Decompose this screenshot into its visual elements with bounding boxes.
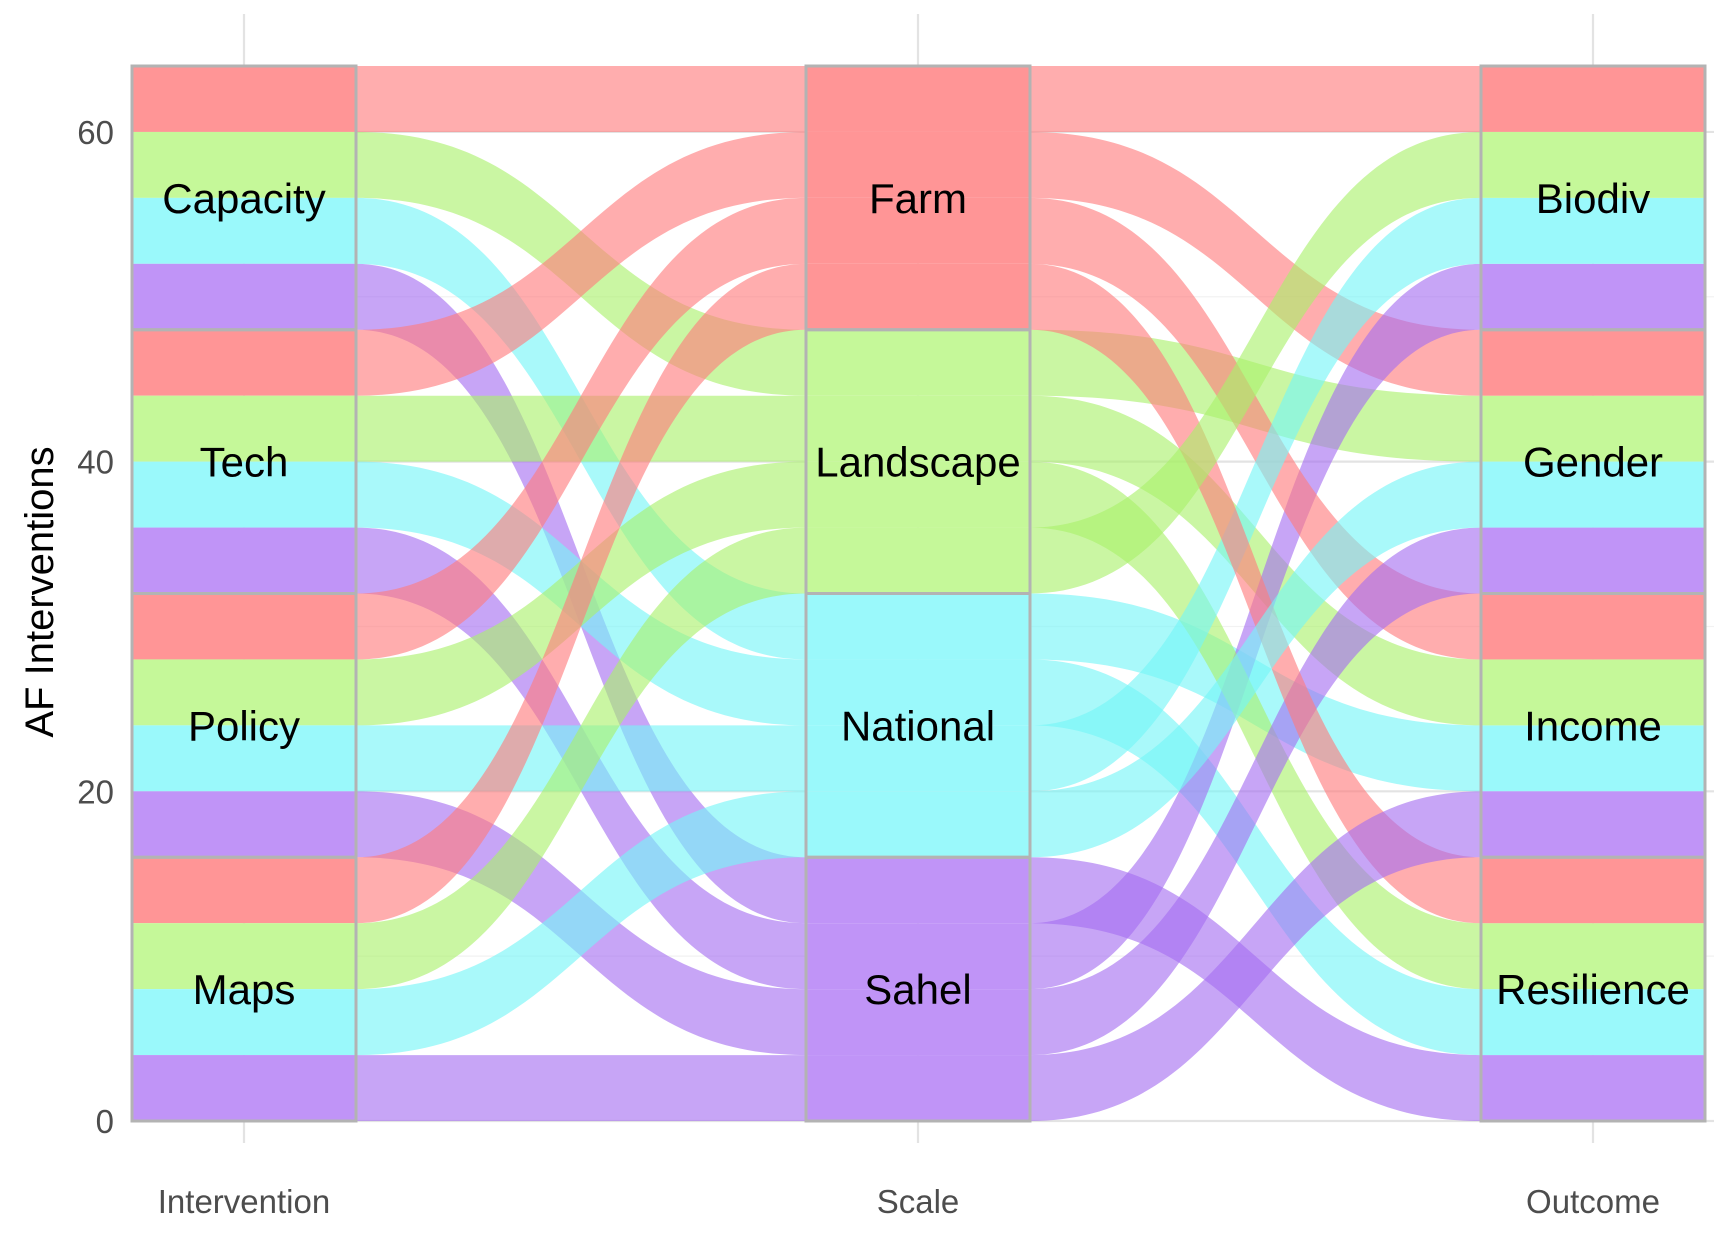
stratum-maps: [130, 855, 358, 1123]
flow-ribbon-policy-sahel-gender: [1030, 527, 1481, 1056]
stratum-band-intervention-tech-landscape: [132, 395, 356, 462]
stratum-band-scale-sahel-sahel: [806, 1055, 1030, 1121]
stratum-band-intervention-capacity-landscape: [132, 131, 356, 198]
stratum-band-intervention-capacity-sahel: [132, 263, 356, 330]
stratum-band-outcome-resilience-farm: [1481, 857, 1705, 924]
stratum-band-scale-landscape-landscape: [806, 461, 1030, 528]
x-tick-label-outcome: Outcome: [1526, 1183, 1660, 1220]
x-tick-label-intervention: Intervention: [158, 1183, 330, 1220]
stratum-band-scale-sahel-sahel: [806, 923, 1030, 990]
stratum-band-outcome-resilience-national: [1481, 989, 1705, 1056]
stratum-band-intervention-maps-sahel: [132, 1055, 356, 1121]
flow-ribbon-maps-landscape-biodiv: [1030, 131, 1481, 594]
stratum-band-scale-national-national: [806, 725, 1030, 792]
y-tick-label: 0: [96, 1103, 114, 1140]
stratum-band-intervention-maps-national: [132, 989, 356, 1056]
flow-ribbon-maps-farm-resilience: [1030, 263, 1481, 924]
stratum-band-scale-landscape-landscape: [806, 329, 1030, 396]
stratum-band-scale-farm-farm: [806, 66, 1030, 132]
stratum-band-outcome-gender-national: [1481, 461, 1705, 528]
stratum-label-gender: Gender: [1523, 439, 1663, 486]
stratum-band-outcome-gender-farm: [1481, 329, 1705, 396]
stratum-band-scale-national-national: [806, 791, 1030, 858]
flow-ribbon-policy-national-biodiv: [1030, 197, 1481, 792]
flow-ribbon-maps-farm-resilience: [356, 263, 806, 924]
flow-ribbon-capacity-farm-biodiv: [1030, 66, 1481, 132]
stratum-band-outcome-income-farm: [1481, 593, 1705, 660]
stratum-band-intervention-tech-sahel: [132, 527, 356, 594]
stratum-band-outcome-income-landscape: [1481, 659, 1705, 726]
stratum-label-farm: Farm: [869, 175, 967, 222]
flow-ribbon-tech-farm-gender: [1030, 131, 1481, 396]
y-axis-ticks: 0 20 40 60: [77, 114, 114, 1140]
stratum-band-outcome-gender-landscape: [1481, 395, 1705, 462]
flow-ribbon-policy-landscape-resilience: [1030, 461, 1481, 990]
y-tick-label: 40: [77, 444, 114, 481]
stratum-band-scale-national-national: [806, 593, 1030, 660]
y-tick-label: 60: [77, 114, 114, 151]
stratum-label-policy: Policy: [188, 702, 300, 749]
stratum-label-landscape: Landscape: [815, 439, 1021, 486]
stratum-band-outcome-biodiv-national: [1481, 197, 1705, 264]
stratum-label-income: Income: [1524, 702, 1662, 749]
flow-ribbon-tech-farm-gender: [356, 131, 806, 396]
flow-ribbon-maps-sahel-income: [356, 1055, 806, 1121]
y-tick-label: 20: [77, 773, 114, 810]
flow-ribbons: [356, 66, 1481, 1121]
stratum-label-maps: Maps: [193, 966, 296, 1013]
stratum-label-national: National: [841, 702, 995, 749]
strata-outlines: [130, 64, 1707, 1123]
stratum-label-tech: Tech: [200, 439, 289, 486]
stratum-band-scale-farm-farm: [806, 131, 1030, 198]
flow-ribbon-maps-sahel-income: [1030, 791, 1481, 1121]
y-axis-title: AF Interventions: [18, 446, 62, 737]
stratum-band-intervention-tech-national: [132, 461, 356, 528]
stratum-band-scale-landscape-landscape: [806, 395, 1030, 462]
stratum-label-capacity: Capacity: [162, 175, 325, 222]
stratum-band-intervention-maps-farm: [132, 857, 356, 924]
flow-ribbon-maps-national-gender: [356, 791, 806, 1056]
stratum-band-scale-national-national: [806, 659, 1030, 726]
stratum-band-intervention-capacity-national: [132, 197, 356, 264]
flow-ribbon-maps-national-gender: [1030, 461, 1481, 858]
stratum-resilience: [1479, 855, 1707, 1123]
stratum-band-outcome-resilience-landscape: [1481, 923, 1705, 990]
flow-ribbon-maps-landscape-biodiv: [356, 527, 806, 990]
stratum-band-intervention-policy-sahel: [132, 791, 356, 858]
stratum-band-outcome-biodiv-farm: [1481, 66, 1705, 132]
stratum-band-outcome-income-sahel: [1481, 791, 1705, 858]
stratum-band-outcome-biodiv-landscape: [1481, 131, 1705, 198]
stratum-band-outcome-gender-sahel: [1481, 527, 1705, 594]
stratum-band-intervention-maps-landscape: [132, 923, 356, 990]
stratum-bands: [132, 66, 1705, 1121]
stratum-band-scale-landscape-landscape: [806, 527, 1030, 594]
stratum-band-intervention-policy-national: [132, 725, 356, 792]
stratum-band-intervention-policy-farm: [132, 593, 356, 660]
x-tick-label-scale: Scale: [877, 1183, 960, 1220]
stratum-labels: Capacity Tech Policy Maps Farm Landscape Natio…: [162, 175, 1690, 1013]
stratum-band-outcome-resilience-sahel: [1481, 1055, 1705, 1121]
stratum-band-intervention-capacity-farm: [132, 66, 356, 132]
stratum-band-scale-farm-farm: [806, 263, 1030, 330]
stratum-band-intervention-policy-landscape: [132, 659, 356, 726]
flow-ribbon-capacity-farm-biodiv: [356, 66, 806, 132]
stratum-band-scale-sahel-sahel: [806, 857, 1030, 924]
flow-ribbon-policy-farm-income: [1030, 197, 1481, 660]
stratum-label-resilience: Resilience: [1496, 966, 1690, 1013]
stratum-sahel: [804, 855, 1032, 1123]
stratum-band-scale-farm-farm: [806, 197, 1030, 264]
flow-ribbon-policy-farm-income: [356, 197, 806, 660]
stratum-band-outcome-income-national: [1481, 725, 1705, 792]
x-axis-ticks: Intervention Scale Outcome: [158, 1183, 1660, 1220]
stratum-band-scale-sahel-sahel: [806, 989, 1030, 1056]
stratum-band-outcome-biodiv-sahel: [1481, 263, 1705, 330]
stratum-label-biodiv: Biodiv: [1536, 175, 1650, 222]
stratum-band-intervention-tech-farm: [132, 329, 356, 396]
stratum-label-sahel: Sahel: [864, 966, 971, 1013]
